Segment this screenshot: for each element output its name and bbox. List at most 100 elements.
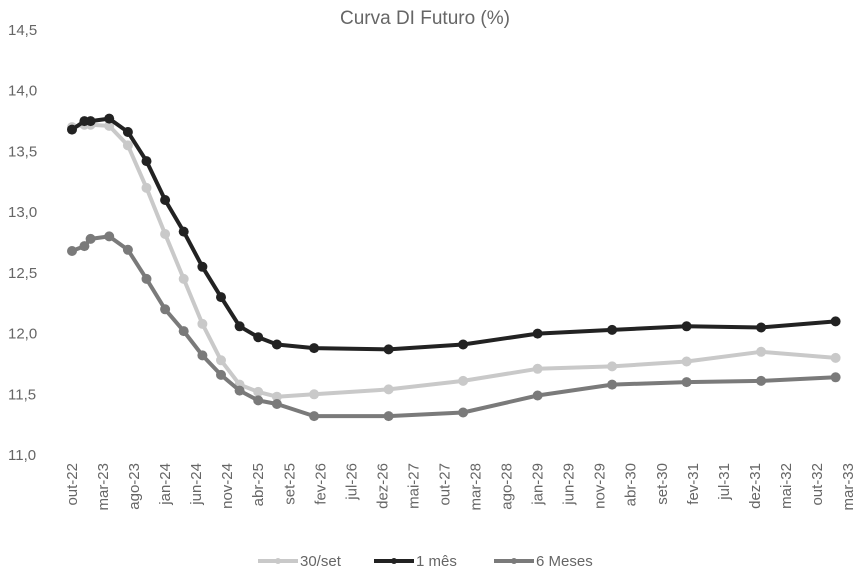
data-point xyxy=(85,116,96,127)
data-point xyxy=(160,229,171,239)
data-point xyxy=(458,339,469,350)
legend-marker xyxy=(275,558,281,564)
data-point xyxy=(532,390,543,401)
data-point xyxy=(85,233,96,244)
series-1 xyxy=(67,113,841,355)
x-tick-label: out-32 xyxy=(809,463,826,506)
data-point xyxy=(830,372,841,383)
x-tick-label: jul-31 xyxy=(716,463,733,501)
legend: 30/set 1 mês 6 Meses xyxy=(258,553,593,570)
x-tick-label: jan-24 xyxy=(157,463,174,506)
x-tick-label: set-30 xyxy=(654,463,671,505)
data-point xyxy=(253,332,264,343)
y-tick-label: 12,0 xyxy=(8,326,37,343)
series-line xyxy=(70,122,838,399)
data-point xyxy=(104,231,115,242)
x-tick-label: abr-25 xyxy=(250,463,267,506)
series-layer xyxy=(67,113,841,422)
data-point xyxy=(197,261,208,272)
data-point xyxy=(104,120,115,131)
x-tick-label: fev-31 xyxy=(685,463,702,505)
x-tick-label: fev-26 xyxy=(312,463,329,505)
data-point xyxy=(681,356,692,367)
y-tick-label: 11,0 xyxy=(8,447,36,464)
x-tick-label: mai-32 xyxy=(778,463,795,509)
data-point xyxy=(79,241,90,252)
data-point xyxy=(141,182,152,193)
data-point xyxy=(309,343,320,354)
data-point xyxy=(234,321,245,332)
legend-marker xyxy=(391,558,397,564)
data-point xyxy=(756,346,767,357)
series-2 xyxy=(67,231,841,422)
data-point xyxy=(197,350,208,361)
x-tick-label: mar-23 xyxy=(95,463,112,511)
data-point xyxy=(104,113,115,124)
data-point xyxy=(67,246,77,256)
data-point xyxy=(532,363,543,374)
data-point xyxy=(271,339,282,350)
data-point xyxy=(216,292,226,303)
data-point xyxy=(607,324,618,335)
data-point xyxy=(383,384,394,395)
y-tick-label: 12,5 xyxy=(8,265,37,282)
data-point xyxy=(458,407,469,418)
data-point xyxy=(197,318,208,329)
x-tick-label: ago-23 xyxy=(126,463,143,510)
y-tick-label: 14,5 xyxy=(8,22,37,39)
x-tick-label: jan-29 xyxy=(530,463,547,506)
data-point xyxy=(271,391,282,402)
data-point xyxy=(458,375,469,386)
x-tick-label: out-27 xyxy=(436,463,453,506)
data-point xyxy=(253,395,264,406)
data-point xyxy=(271,399,282,409)
y-tick-label: 11,5 xyxy=(8,386,36,403)
data-point xyxy=(141,156,152,167)
data-point xyxy=(383,344,394,355)
y-tick-label: 13,5 xyxy=(8,143,37,160)
x-tick-label: set-25 xyxy=(281,463,298,505)
legend-label: 1 mês xyxy=(416,553,457,570)
data-point xyxy=(160,304,171,315)
data-point xyxy=(122,127,133,137)
data-point xyxy=(309,411,320,422)
data-point xyxy=(216,369,226,380)
data-point xyxy=(756,322,767,333)
data-point xyxy=(234,385,245,396)
data-point xyxy=(122,244,133,255)
series-0 xyxy=(67,119,841,402)
legend-marker xyxy=(511,558,517,564)
data-point xyxy=(178,226,189,237)
data-point xyxy=(532,328,543,339)
x-tick-label: abr-30 xyxy=(623,463,640,506)
x-tick-label: out-22 xyxy=(64,463,81,506)
y-tick-label: 13,0 xyxy=(8,204,37,221)
x-tick-label: dez-26 xyxy=(374,463,391,509)
x-tick-label: jul-26 xyxy=(343,463,360,501)
data-point xyxy=(178,326,189,337)
data-point xyxy=(67,124,77,135)
data-point xyxy=(309,389,320,400)
data-point xyxy=(216,355,226,366)
x-tick-label: jun-29 xyxy=(561,463,578,506)
data-point xyxy=(607,379,618,390)
data-point xyxy=(141,273,152,284)
x-tick-label: ago-28 xyxy=(499,463,516,510)
data-point xyxy=(830,352,841,363)
x-tick-label: nov-24 xyxy=(219,463,236,509)
data-point xyxy=(383,411,394,422)
chart-title: Curva DI Futuro (%) xyxy=(340,8,510,29)
legend-label: 30/set xyxy=(300,553,342,570)
data-point xyxy=(178,273,189,284)
x-tick-label: dez-31 xyxy=(747,463,764,509)
x-tick-label: mai-27 xyxy=(405,463,422,509)
x-tick-label: jun-24 xyxy=(188,463,205,506)
data-point xyxy=(681,377,692,388)
data-point xyxy=(122,140,133,151)
x-axis: out-22 mar-23 ago-23 jan-24 jun-24 nov-24 abr-… xyxy=(64,463,857,511)
data-point xyxy=(756,375,767,386)
x-tick-label: mar-28 xyxy=(468,463,485,511)
data-point xyxy=(830,316,841,327)
